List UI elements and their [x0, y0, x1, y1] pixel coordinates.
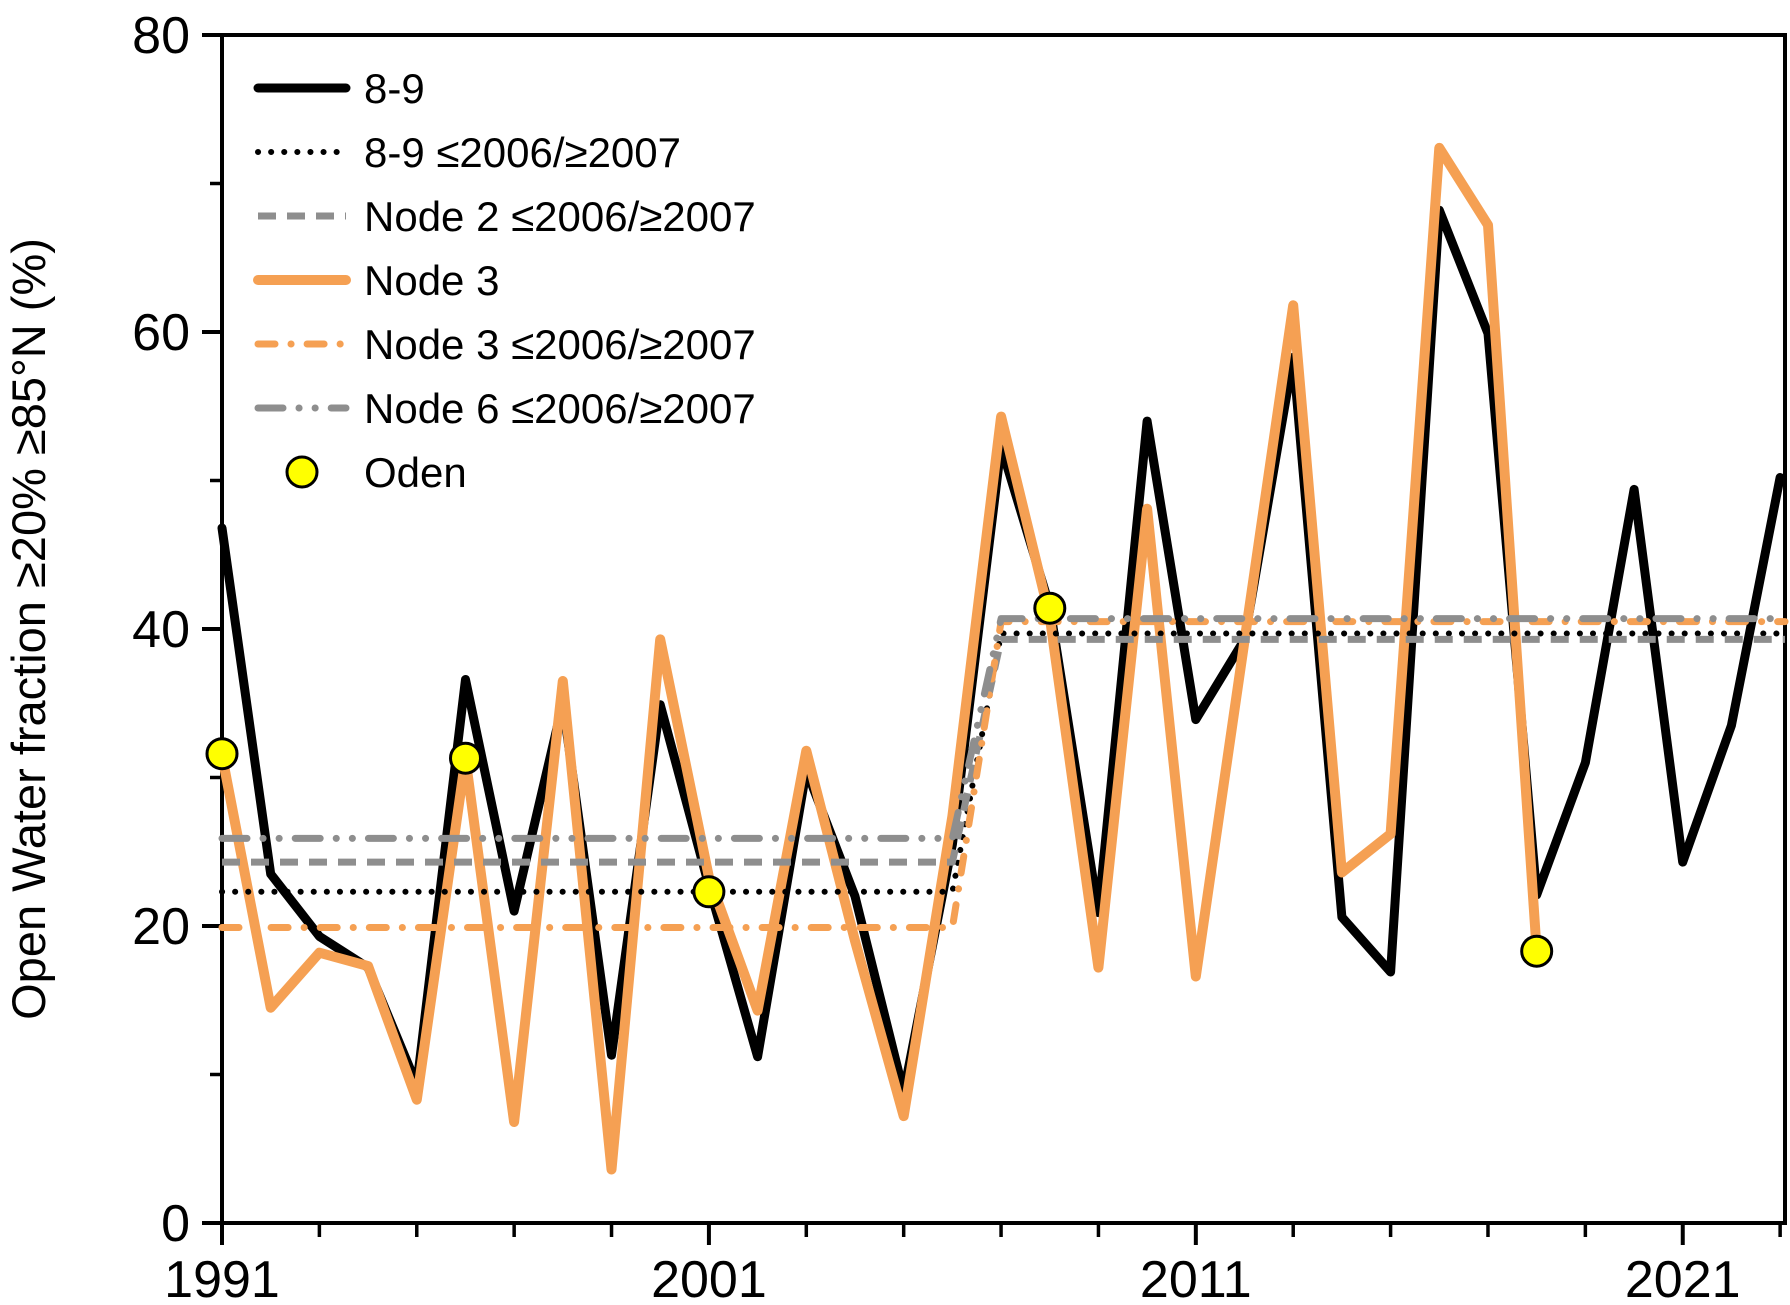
axes: 1991 2001 2011 2021 0 20 40 60 80 — [132, 7, 1787, 1305]
legend-label: Node 6 ≤2006/≥2007 — [364, 385, 756, 432]
legend-item-node-3-≤2006/≥2007: Node 3 ≤2006/≥2007 — [254, 321, 756, 368]
legend-item-node-6-≤2006/≥2007: Node 6 ≤2006/≥2007 — [254, 385, 756, 432]
legend-label: Node 3 — [364, 257, 499, 304]
x-tick-label: 2001 — [651, 1251, 767, 1305]
x-tick-label: 2021 — [1625, 1251, 1741, 1305]
oden-point-2008 — [1033, 591, 1067, 625]
step-line-node-6-≤2006/≥2007 — [218, 615, 1789, 842]
oden-point-1996 — [449, 741, 482, 775]
legend-marker-oden — [285, 455, 319, 489]
y-axis-title: Open Water fraction ≥20% ≥85°N (%) — [2, 238, 55, 1020]
y-tick-label: 80 — [132, 7, 190, 65]
x-tick-label: 2011 — [1140, 1251, 1252, 1305]
x-tick-label: 1991 — [164, 1251, 280, 1305]
series-line-node-3 — [217, 142, 1542, 1175]
oden-point-2018 — [1520, 934, 1554, 968]
oden-point-2001 — [692, 875, 726, 909]
legend-label: Node 3 ≤2006/≥2007 — [364, 321, 756, 368]
y-tick-label: 60 — [132, 304, 190, 362]
step-line-node-2-≤2006/≥2007 — [222, 635, 1785, 866]
y-tick-label: 0 — [161, 1195, 190, 1253]
legend-label: 8-9 — [364, 65, 425, 112]
legend-item-8-9-≤2006/≥2007: 8-9 ≤2006/≥2007 — [255, 129, 681, 176]
y-tick-label: 40 — [132, 601, 190, 659]
oden-point-1991 — [205, 737, 239, 771]
oden-markers — [205, 591, 1554, 968]
legend-item-node-2-≤2006/≥2007: Node 2 ≤2006/≥2007 — [258, 193, 756, 240]
y-tick-label: 20 — [132, 898, 190, 956]
legend-label: Oden — [364, 449, 467, 496]
legend-item-8-9: 8-9 — [253, 65, 425, 112]
legend-label: 8-9 ≤2006/≥2007 — [364, 129, 681, 176]
legend-item-node-3: Node 3 — [253, 257, 499, 304]
step-reference-lines — [218, 615, 1789, 931]
legend-label: Node 2 ≤2006/≥2007 — [364, 193, 756, 240]
step-line-node-3-≤2006/≥2007 — [218, 618, 1789, 931]
legend-item-oden: Oden — [285, 449, 467, 496]
legend: 8-9 8-9 ≤2006/≥2007 Node 2 ≤2006/≥2007 Node… — [253, 65, 756, 496]
